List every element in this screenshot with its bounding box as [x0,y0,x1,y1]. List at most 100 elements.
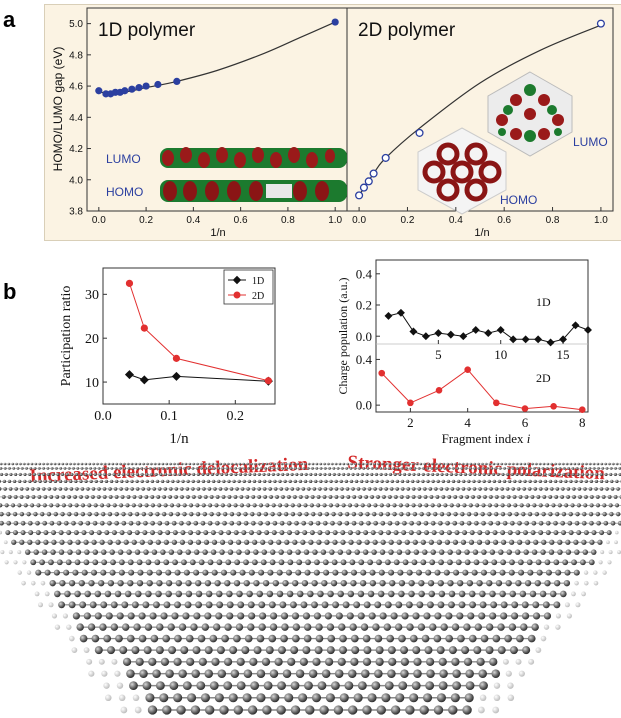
sheet-carbon-atom [129,681,138,691]
sheet-carbon-atom [538,530,544,536]
sheet-carbon-atom [117,472,121,476]
sheet-carbon-atom [162,494,167,499]
sheet-carbon-atom [423,693,433,703]
sheet-carbon-atom [60,511,65,517]
sheet-hydrogen-atom [607,560,612,565]
sheet-carbon-atom [442,462,446,466]
sheet-carbon-atom [136,579,144,587]
sheet-carbon-atom [80,503,86,508]
sheet-carbon-atom [157,487,162,491]
sheet-carbon-atom [239,569,246,576]
sheet-carbon-atom [501,472,505,476]
sheet-carbon-atom [263,494,268,499]
sheet-carbon-atom [165,569,172,576]
sheet-carbon-atom [515,579,522,587]
a-2d-point [355,191,364,200]
sheet-carbon-atom [500,487,504,491]
sheet-carbon-atom [354,462,357,466]
sheet-carbon-atom [476,657,485,666]
sheet-carbon-atom [114,520,119,526]
sheet-carbon-atom [514,511,519,517]
sheet-carbon-atom [113,487,118,491]
sheet-carbon-atom [170,467,174,470]
sheet-carbon-atom [373,462,376,466]
sheet-carbon-atom [46,511,52,517]
sheet-carbon-atom [0,487,2,491]
sheet-carbon-atom [554,467,558,470]
sheet-carbon-atom [177,462,180,466]
sheet-carbon-atom [53,487,57,491]
sheet-carbon-atom [354,549,360,555]
sheet-carbon-atom [241,530,247,536]
sheet-carbon-atom [157,462,161,466]
sheet-carbon-atom [421,479,425,484]
pr-point-2d [172,354,181,362]
sheet-carbon-atom [405,467,408,470]
sheet-carbon-atom [525,503,531,508]
sheet-carbon-atom [463,657,473,666]
sheet-carbon-atom [532,503,537,508]
sheet-carbon-atom [505,487,510,491]
sheet-carbon-atom [565,462,569,466]
sheet-hydrogen-atom [71,647,78,654]
sheet-carbon-atom [166,479,170,484]
a-1d-point [135,84,143,92]
sheet-carbon-atom [502,479,507,484]
sheet-carbon-atom [376,494,380,499]
sheet-carbon-atom [195,539,202,545]
sheet-carbon-atom [466,520,472,526]
sheet-hydrogen-atom [593,580,599,586]
sheet-hydrogen-atom [101,670,108,677]
cp-2d-point [521,405,529,412]
sheet-carbon-atom [555,487,560,491]
sheet-carbon-atom [346,462,349,466]
sheet-hydrogen-atom [0,530,3,535]
sheet-carbon-atom [358,559,365,566]
sheet-carbon-atom [366,503,372,508]
sheet-carbon-atom [601,467,605,470]
sheet-carbon-atom [396,467,400,470]
sheet-carbon-atom [0,462,3,466]
sheet-carbon-atom [180,487,184,491]
sheet-carbon-atom [500,559,507,566]
y-tick-label: 10 [85,376,99,391]
sheet-carbon-atom [472,549,479,555]
sheet-carbon-atom [290,487,295,491]
sheet-carbon-atom [456,503,461,508]
cp-1d-point [521,335,530,344]
sheet-carbon-atom [462,479,466,484]
sheet-carbon-atom [506,503,512,508]
sheet-carbon-atom [116,612,124,620]
sheet-carbon-atom [601,494,606,499]
sheet-carbon-atom [418,579,425,587]
sheet-carbon-atom [324,539,330,545]
sheet-carbon-atom [508,462,511,466]
sheet-carbon-atom [221,634,229,643]
sheet-carbon-atom [49,494,54,499]
sheet-carbon-atom [247,601,255,609]
sheet-carbon-atom [339,634,347,643]
sheet-carbon-atom [127,530,133,536]
sheet-carbon-atom [150,634,159,643]
sheet-carbon-atom [282,579,289,587]
sheet-carbon-atom [515,467,519,470]
a-2d-xlabel: 1/n [474,227,489,239]
sheet-carbon-atom [589,539,595,545]
sheet-carbon-atom [450,487,455,491]
sheet-carbon-atom [371,681,381,691]
sheet-hydrogen-atom [617,550,621,555]
sheet-carbon-atom [459,520,465,526]
sheet-carbon-atom [481,520,486,526]
sheet-carbon-atom [452,669,461,678]
sheet-carbon-atom [117,549,124,555]
sheet-carbon-atom [169,462,172,466]
sheet-carbon-atom [204,612,212,620]
sheet-carbon-atom [261,549,268,555]
sheet-carbon-atom [143,549,149,555]
sheet-carbon-atom [159,693,169,703]
sheet-carbon-atom [538,462,542,466]
sheet-carbon-atom [269,612,278,620]
sheet-carbon-atom [298,693,308,703]
x-tick-label: 1.0 [594,215,608,226]
sheet-carbon-atom [351,511,357,517]
